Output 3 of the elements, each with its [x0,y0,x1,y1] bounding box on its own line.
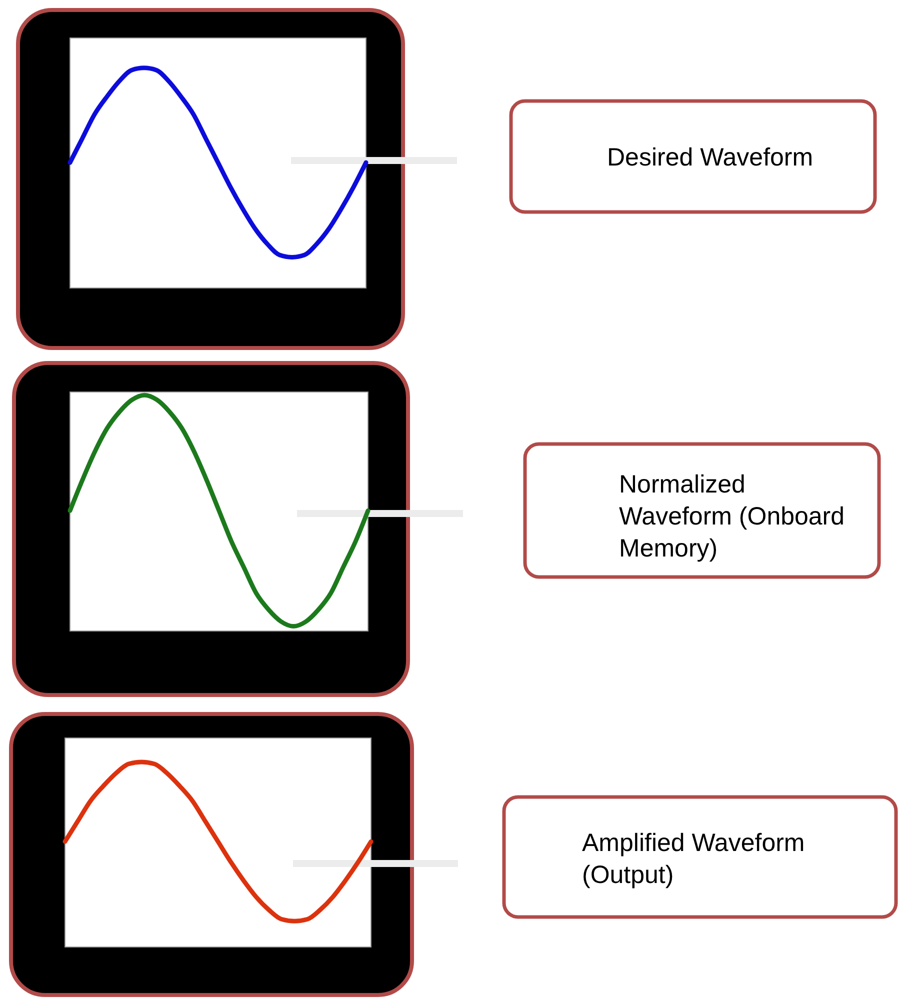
text: Amplified Waveform (Output) [582,829,805,889]
text: Normalized Waveform (Onboard Memory) [619,470,845,562]
text: Desired Waveform [607,144,814,172]
